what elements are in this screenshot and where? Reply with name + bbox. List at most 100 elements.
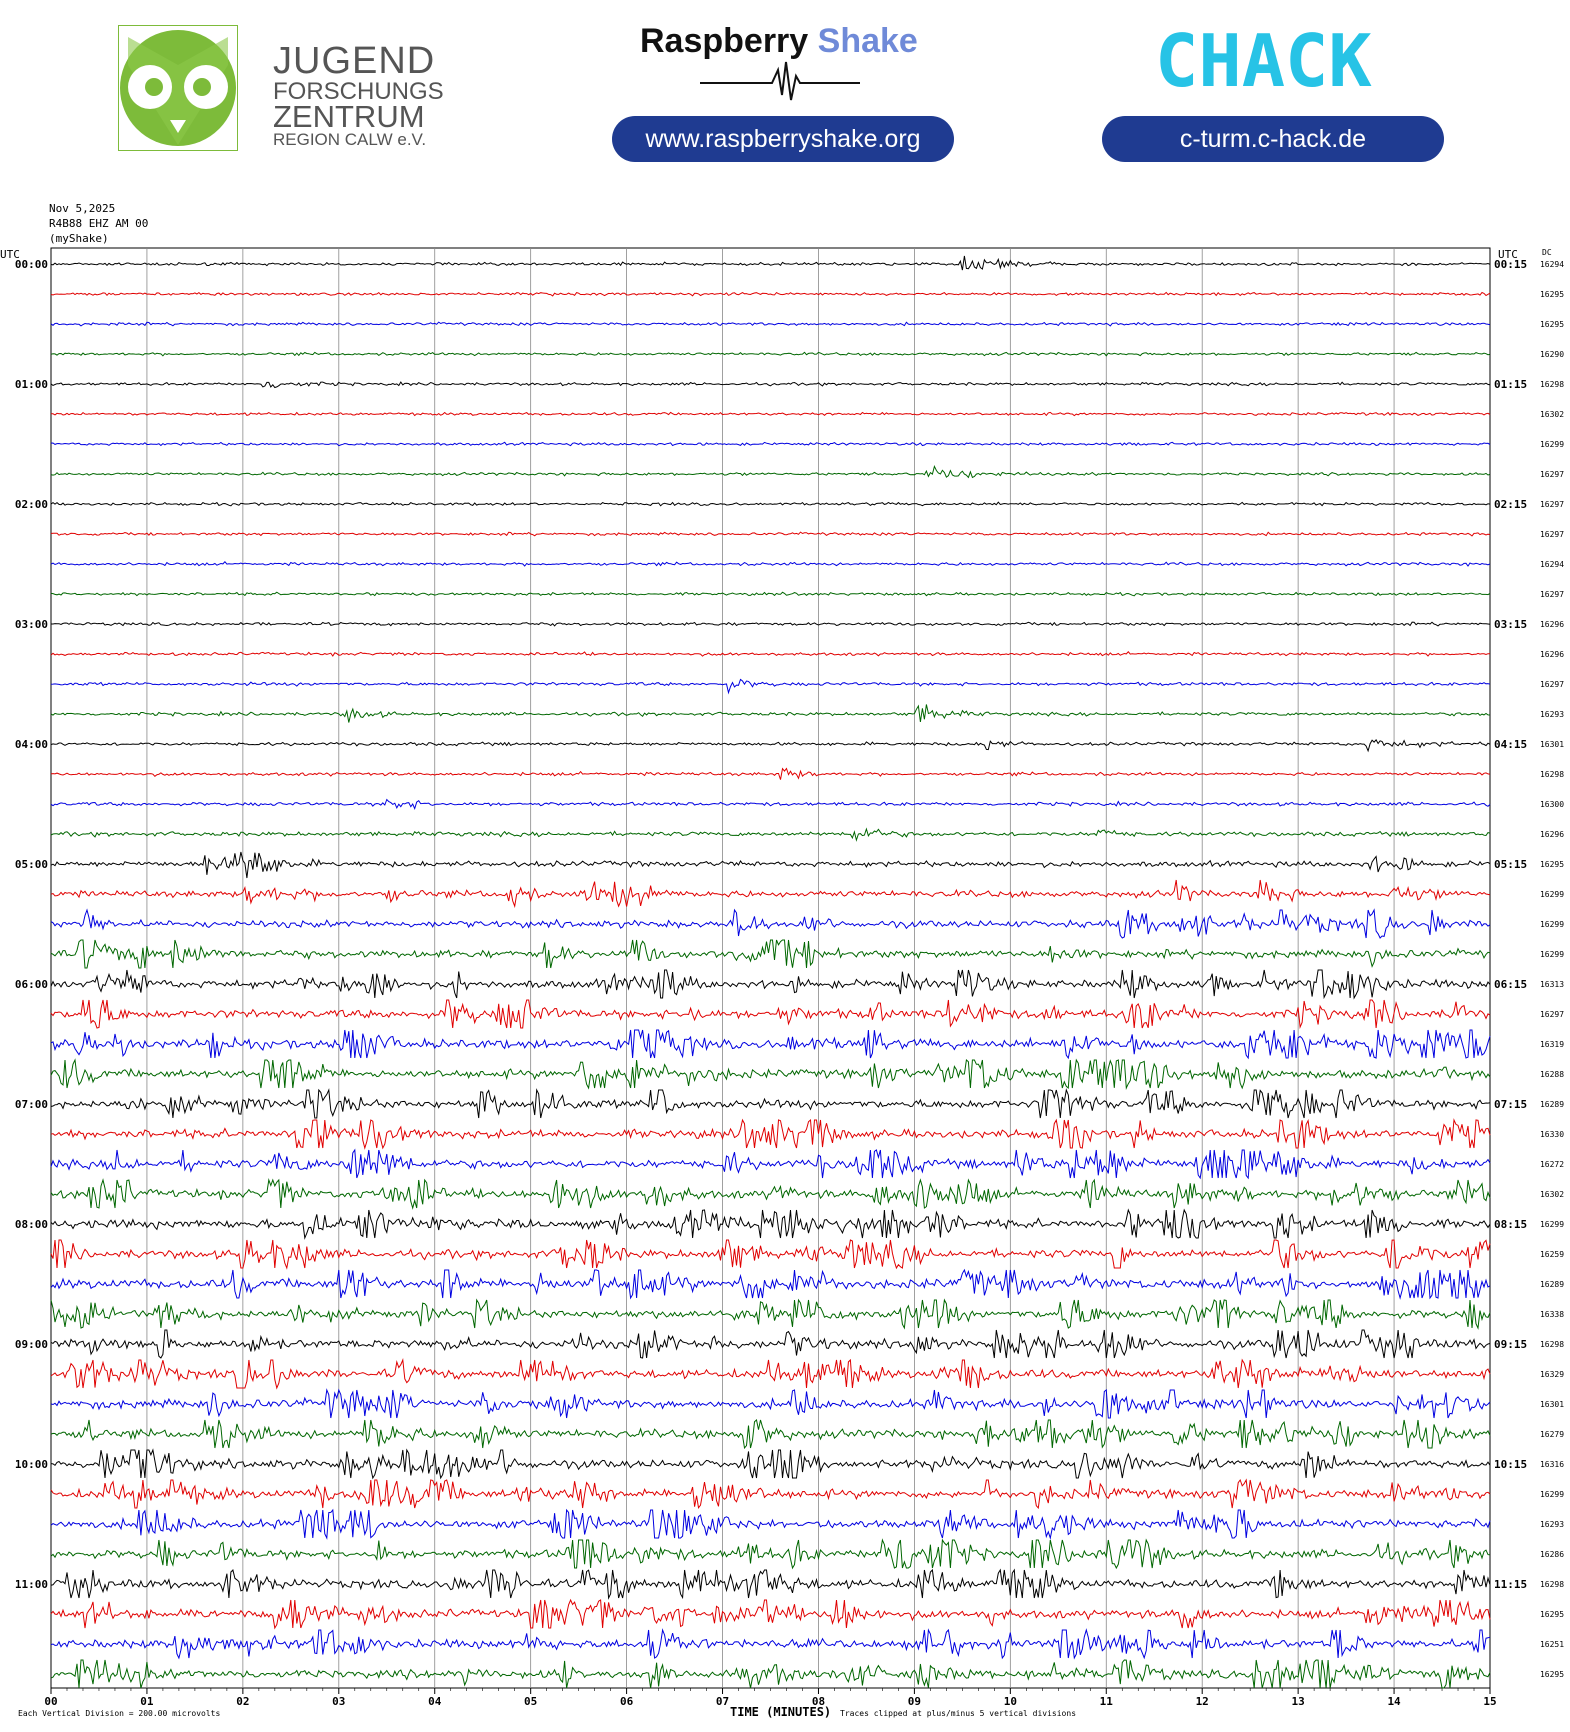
dc-offset-label: 16338 <box>1540 1310 1564 1319</box>
dc-offset-label: 16298 <box>1540 1340 1564 1349</box>
seismic-trace <box>50 351 1491 357</box>
seismic-trace <box>50 531 1491 537</box>
jfz-name-line3: ZENTRUM <box>273 99 425 134</box>
chack-logo-text: CHACK <box>1155 30 1372 92</box>
seismic-trace <box>50 1178 1491 1210</box>
dc-offset-label: 16301 <box>1540 1400 1564 1409</box>
x-tick-label: 15 <box>1483 1695 1496 1708</box>
seismic-trace <box>50 1388 1491 1419</box>
station-code: R4B88 EHZ AM 00 <box>49 217 149 230</box>
time-label-right: 07:15 <box>1494 1098 1527 1111</box>
dc-offset-label: 16288 <box>1540 1070 1564 1079</box>
time-label-right: 10:15 <box>1494 1458 1527 1471</box>
dc-offset-label: 16298 <box>1540 770 1564 779</box>
chack-logo: CHACK <box>1155 30 1372 92</box>
dc-header: DC <box>1542 248 1552 257</box>
dc-offset-label: 16299 <box>1540 1490 1564 1499</box>
dc-offset-label: 16302 <box>1540 1190 1564 1199</box>
seismic-trace <box>50 441 1491 447</box>
seismic-trace <box>50 1358 1491 1390</box>
seismic-trace <box>50 1659 1491 1689</box>
dc-offset-label: 16289 <box>1540 1100 1564 1109</box>
time-label-right: 02:15 <box>1494 498 1527 511</box>
dc-offset-label: 16293 <box>1540 710 1564 719</box>
dc-offset-label: 16302 <box>1540 410 1564 419</box>
seismic-trace <box>50 999 1491 1030</box>
seismic-trace <box>50 704 1491 723</box>
time-label-right: 00:15 <box>1494 258 1527 271</box>
seismic-trace <box>50 1478 1491 1510</box>
time-label-right: 08:15 <box>1494 1218 1527 1231</box>
dc-offset-label: 16297 <box>1540 500 1564 509</box>
dc-offset-label: 16259 <box>1540 1250 1564 1259</box>
dc-offset-label: 16294 <box>1540 560 1564 569</box>
seismic-trace <box>50 464 1491 479</box>
dc-offset-label: 16330 <box>1540 1130 1564 1139</box>
seismic-trace <box>51 411 1491 417</box>
seismic-trace <box>50 1628 1491 1660</box>
seismic-trace <box>50 591 1491 597</box>
time-label-left: 00:00 <box>15 258 48 271</box>
x-tick-label: 06 <box>620 1695 634 1708</box>
time-label-left: 02:00 <box>15 498 48 511</box>
seismic-trace <box>50 291 1491 297</box>
x-tick-label: 09 <box>908 1695 921 1708</box>
x-tick-label: 04 <box>428 1695 442 1708</box>
seismic-trace <box>50 1598 1491 1630</box>
data-source: (myShake) <box>49 232 109 245</box>
raspberry-shake-title: Raspberry Shake <box>640 22 918 61</box>
time-label-left: 05:00 <box>15 858 48 871</box>
x-tick-label: 07 <box>716 1695 729 1708</box>
rs-title-main: Raspberry <box>640 22 809 60</box>
dc-offset-label: 16272 <box>1540 1160 1564 1169</box>
plot-frame <box>50 247 1491 1689</box>
dc-offset-label: 16279 <box>1540 1430 1564 1439</box>
rs-title-accent: Shake <box>817 22 918 60</box>
dc-offset-label: 16300 <box>1540 800 1564 809</box>
seismic-trace <box>50 851 1491 879</box>
seismic-trace <box>50 1268 1491 1300</box>
time-label-left: 07:00 <box>15 1098 48 1111</box>
plot-date: Nov 5,2025 <box>49 202 116 215</box>
chack-url[interactable]: c-turm.c-hack.de <box>1102 116 1444 162</box>
seismic-trace <box>50 678 1491 695</box>
dc-offset-label: 16316 <box>1540 1460 1564 1469</box>
jfz-name-line1: JUGEND <box>273 40 436 82</box>
time-label-right: 01:15 <box>1494 378 1527 391</box>
time-label-right: 09:15 <box>1494 1338 1527 1351</box>
dc-offset-label: 16251 <box>1540 1640 1564 1649</box>
time-label-right: 04:15 <box>1494 738 1527 751</box>
dc-offset-label: 16329 <box>1540 1370 1564 1379</box>
time-label-left: 08:00 <box>15 1218 48 1231</box>
dc-offset-label: 16294 <box>1540 260 1564 269</box>
dc-offset-label: 16286 <box>1540 1550 1564 1559</box>
clipping-note: Traces clipped at plus/minus 5 vertical … <box>840 1709 1077 1718</box>
time-label-right: 06:15 <box>1494 978 1527 991</box>
dc-offset-label: 16299 <box>1540 440 1564 449</box>
jfz-name-line2: FORSCHUNGS <box>273 78 444 105</box>
seismic-wave-icon <box>700 61 860 101</box>
time-label-left: 04:00 <box>15 738 48 751</box>
raspberryshake-url[interactable]: www.raspberryshake.org <box>612 116 954 162</box>
time-label-right: 05:15 <box>1494 858 1527 871</box>
utc-right-header: UTC <box>1498 248 1518 261</box>
seismic-trace <box>50 798 1491 811</box>
seismic-trace <box>50 1058 1491 1090</box>
dc-offset-label: 16297 <box>1540 530 1564 539</box>
seismic-trace <box>51 621 1491 627</box>
time-label-right: 03:15 <box>1494 618 1527 631</box>
time-label-left: 10:00 <box>15 1458 48 1471</box>
dc-offset-label: 16299 <box>1540 950 1564 959</box>
dc-offset-label: 16313 <box>1540 980 1564 989</box>
dc-offset-label: 16295 <box>1540 290 1564 299</box>
time-label-right: 11:15 <box>1494 1578 1527 1591</box>
seismic-trace <box>50 827 1491 842</box>
seismic-trace <box>50 1239 1491 1270</box>
x-tick-label: 03 <box>332 1695 345 1708</box>
seismic-trace <box>50 651 1490 657</box>
seismic-trace <box>50 501 1491 507</box>
seismic-trace <box>50 1088 1491 1119</box>
utc-left-header: UTC <box>0 248 20 261</box>
seismic-trace <box>50 908 1491 939</box>
